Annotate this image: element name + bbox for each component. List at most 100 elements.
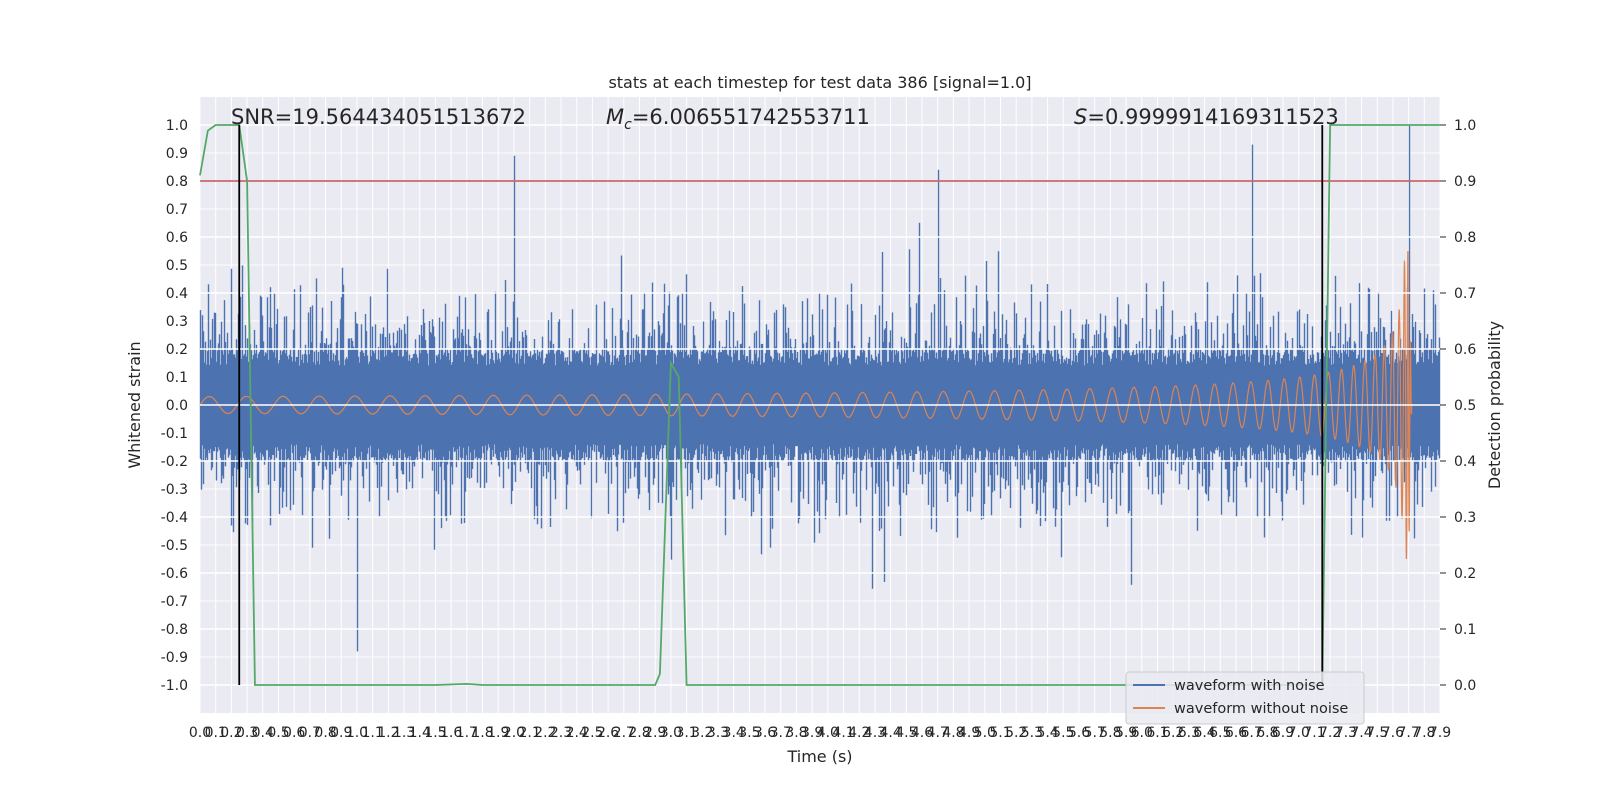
x-tick-label: 0.1 (205, 725, 227, 741)
x-tick-label: 2.6 (597, 725, 619, 741)
x-tick-label: 7.8 (1413, 725, 1435, 741)
x-tick-label: 2.2 (534, 725, 556, 741)
y-tick-label: 0.6 (166, 230, 188, 246)
y-tick-label: -0.3 (161, 482, 188, 498)
y2-tick-label: 0.7 (1454, 286, 1476, 302)
y2-tick-label: 0.5 (1454, 398, 1476, 414)
x-tick-label: 6.5 (1209, 725, 1231, 741)
significance-symbol: S (1074, 105, 1087, 129)
x-tick-label: 7.2 (1319, 725, 1341, 741)
x-tick-label: 1.0 (346, 725, 368, 741)
y-tick-label: -0.5 (161, 538, 188, 554)
x-tick-label: 3.6 (754, 725, 776, 741)
x-tick-label: 1.2 (377, 725, 399, 741)
x-tick-label: 2.3 (550, 725, 572, 741)
y-tick-label: -0.7 (161, 594, 188, 610)
x-tick-label: 6.2 (1162, 725, 1184, 741)
y-tick-label: 0.1 (166, 370, 188, 386)
x-tick-label: 5.1 (989, 725, 1011, 741)
x-tick-label: 7.9 (1429, 725, 1451, 741)
x-tick-label: 7.5 (1366, 725, 1388, 741)
chirp-mass-symbol: M (606, 105, 624, 129)
x-tick-label: 5.4 (1036, 725, 1058, 741)
x-tick-label: 5.6 (1068, 725, 1090, 741)
legend-label-clean: waveform without noise (1174, 701, 1348, 717)
x-tick-label: 3.3 (707, 725, 729, 741)
y-tick-label: 0.2 (166, 342, 188, 358)
x-tick-label: 0.6 (283, 725, 305, 741)
y-tick-label: 0.5 (166, 258, 188, 274)
x-tick-label: 6.7 (1241, 725, 1263, 741)
x-tick-label: 1.5 (424, 725, 446, 741)
x-tick-label: 1.4 (409, 725, 431, 741)
x-tick-label: 2.7 (613, 725, 635, 741)
x-tick-label: 0.5 (267, 725, 289, 741)
x-tick-label: 1.6 (440, 725, 462, 741)
x-tick-label: 3.5 (738, 725, 760, 741)
x-tick-labels: 0.00.10.20.30.40.50.60.70.80.91.01.11.21… (189, 725, 1451, 741)
y2-axis-label: Detection probability (1485, 321, 1504, 489)
series-waveform-without-noise (199, 250, 1440, 560)
x-tick-label: 7.7 (1397, 725, 1419, 741)
x-tick-label: 0.2 (220, 725, 242, 741)
x-tick-label: 2.5 (581, 725, 603, 741)
x-tick-label: 5.5 (1052, 725, 1074, 741)
x-tick-label: 2.4 (566, 725, 588, 741)
y-tick-label: -1.0 (161, 678, 188, 694)
x-tick-label: 3.8 (785, 725, 807, 741)
x-tick-label: 6.8 (1256, 725, 1278, 741)
x-tick-label: 1.7 (456, 725, 478, 741)
x-tick-label: 7.0 (1288, 725, 1310, 741)
y-tick-label: 0.4 (166, 286, 188, 302)
significance-value: =0.9999914169311523 (1087, 105, 1338, 129)
x-tick-label: 4.4 (880, 725, 902, 741)
x-tick-label: 3.1 (675, 725, 697, 741)
y2-tick-label: 0.1 (1454, 622, 1476, 638)
y-tick-label: -0.1 (161, 426, 188, 442)
x-tick-label: 4.7 (927, 725, 949, 741)
y-tick-labels: -1.0 -0.9 -0.8 -0.7 -0.6 -0.5 -0.4 -0.3 -0.2 -0.1… (161, 118, 188, 694)
chirp-mass-subscript: c (624, 117, 632, 133)
y2-tick-labels: 0.0 0.1 0.2 0.3 0.4 0.5 0.6 0.7 0.8 0.9 1.0 (1440, 118, 1476, 694)
x-tick-label: 2.8 (628, 725, 650, 741)
x-tick-label: 7.3 (1335, 725, 1357, 741)
y-tick-label: -0.9 (161, 650, 188, 666)
x-tick-label: 1.9 (487, 725, 509, 741)
y-tick-label: 0.8 (166, 174, 188, 190)
y2-tick-label: 0.6 (1454, 342, 1476, 358)
x-tick-label: 4.5 (895, 725, 917, 741)
x-tick-label: 6.3 (1178, 725, 1200, 741)
y-axis-label: Whitened strain (125, 341, 144, 468)
x-tick-label: 7.6 (1382, 725, 1404, 741)
x-tick-label: 7.4 (1350, 725, 1372, 741)
y-tick-label: -0.4 (161, 510, 188, 526)
x-tick-label: 3.7 (770, 725, 792, 741)
snr-annotation: SNR=19.564434051513672 (231, 105, 526, 129)
legend-box (1125, 671, 1365, 725)
x-tick-label: 5.3 (1021, 725, 1043, 741)
x-tick-label: 6.9 (1272, 725, 1294, 741)
x-tick-label: 3.9 (801, 725, 823, 741)
y2-tick-label: 0.3 (1454, 510, 1476, 526)
x-tick-label: 6.0 (1131, 725, 1153, 741)
x-tick-label: 2.1 (518, 725, 540, 741)
y-tick-label: 1.0 (166, 118, 188, 134)
x-tick-label: 5.2 (1005, 725, 1027, 741)
y-tick-label: -0.8 (161, 622, 188, 638)
x-tick-label: 4.6 (911, 725, 933, 741)
x-tick-label: 4.8 (942, 725, 964, 741)
y2-tick-label: 0.9 (1454, 174, 1476, 190)
x-tick-label: 0.9 (330, 725, 352, 741)
y-tick-label: -0.2 (161, 454, 188, 470)
x-tick-label: 1.8 (471, 725, 493, 741)
x-tick-label: 4.9 (958, 725, 980, 741)
y-tick-label: 0.9 (166, 146, 188, 162)
x-tick-label: 5.9 (1115, 725, 1137, 741)
y2-tick-label: 0.0 (1454, 678, 1476, 694)
significance-annotation: S=0.9999914169311523 (1074, 105, 1339, 129)
y-tick-label: 0.3 (166, 314, 188, 330)
x-tick-label: 1.3 (393, 725, 415, 741)
y-tick-label: -0.6 (161, 566, 188, 582)
x-tick-label: 2.0 (503, 725, 525, 741)
